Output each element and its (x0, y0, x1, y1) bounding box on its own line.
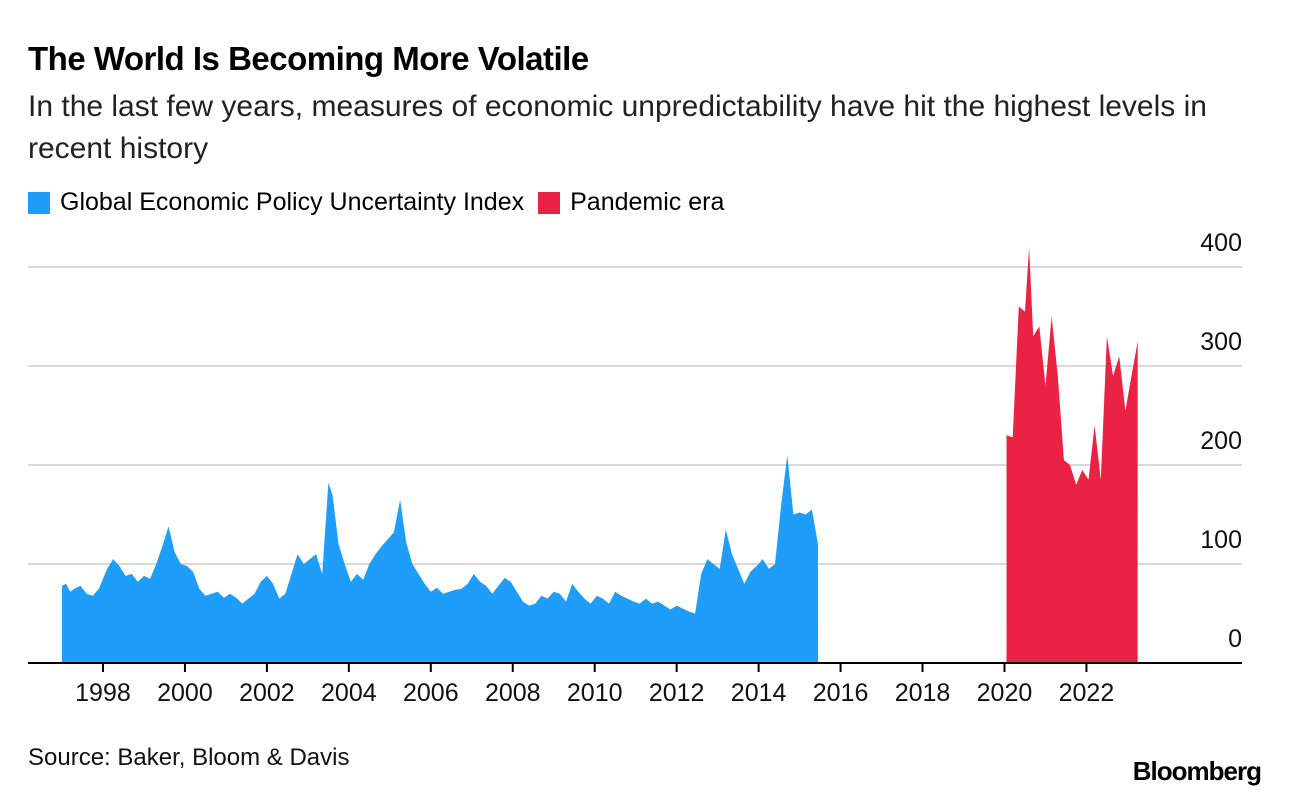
series-area-1 (1006, 247, 1138, 663)
chart-title: The World Is Becoming More Volatile (28, 40, 589, 77)
y-tick-label-200: 200 (1200, 427, 1242, 455)
series-area-0 (62, 455, 819, 663)
x-tick-label-2014: 2014 (731, 679, 787, 707)
x-tick-label-2010: 2010 (567, 679, 623, 707)
x-tick-label-1998: 1998 (75, 679, 131, 707)
y-tick-label-100: 100 (1200, 526, 1242, 554)
legend-item-pandemic: Pandemic era (538, 188, 724, 217)
legend-label-pandemic: Pandemic era (570, 188, 725, 216)
x-tick-label-2006: 2006 (403, 679, 459, 707)
x-tick-label-2002: 2002 (239, 679, 295, 707)
legend-item-gepu: Global Economic Policy Uncertainty Index (28, 188, 524, 217)
x-tick-label-2008: 2008 (485, 679, 541, 707)
y-tick-label-300: 300 (1200, 328, 1242, 356)
x-tick-label-2022: 2022 (1059, 679, 1115, 707)
source-note: Source: Baker, Bloom & Davis (28, 744, 350, 771)
x-tick-label-2018: 2018 (895, 679, 951, 707)
x-tick-label-2020: 2020 (977, 679, 1033, 707)
y-tick-label-0: 0 (1228, 625, 1242, 653)
legend-label-gepu: Global Economic Policy Uncertainty Index (60, 188, 525, 216)
x-tick-label-2012: 2012 (649, 679, 705, 707)
chart-subtitle: In the last few years, measures of econo… (28, 90, 1207, 165)
chart-legend: Global Economic Policy Uncertainty Index… (28, 188, 738, 217)
legend-swatch-pandemic (538, 191, 561, 214)
area-chart: 0 100 200 300 400 1998 2000 2002 2004 2006 2008 201… (28, 229, 1242, 707)
legend-swatch-gepu (28, 191, 50, 214)
x-tick-label-2016: 2016 (813, 679, 869, 707)
y-tick-label-400: 400 (1200, 229, 1242, 257)
brand-logo: Bloomberg (1132, 756, 1262, 786)
x-tick-label-2004: 2004 (321, 679, 377, 707)
x-tick-label-2000: 2000 (157, 679, 213, 707)
